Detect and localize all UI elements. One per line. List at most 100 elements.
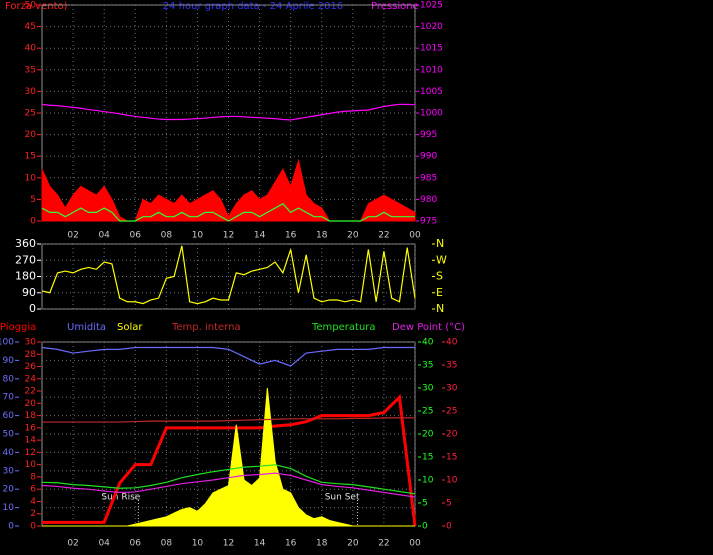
x-tick-label: 16 <box>285 539 297 549</box>
y-tick-label: 25 <box>446 407 457 417</box>
x-tick-label: 04 <box>98 231 110 241</box>
y-tick-label: 1015 <box>420 44 443 54</box>
x-tick-label: 02 <box>67 231 78 241</box>
y-tick-label: 25 <box>422 407 433 417</box>
y-tick-label: 14 <box>25 436 37 446</box>
legend-label: Temperatura <box>311 322 376 333</box>
x-tick-label: 16 <box>285 231 297 241</box>
y-tick-label: 5 <box>422 499 428 509</box>
y-tick-label: N <box>436 302 444 315</box>
line <box>41 103 416 121</box>
y-tick-label: 1020 <box>420 22 443 32</box>
y-tick-label: 22 <box>25 387 36 397</box>
y-tick-label: N <box>436 237 444 250</box>
y-tick-label: 1005 <box>420 87 443 97</box>
x-tick-label: 04 <box>98 539 110 549</box>
x-tick-label: 02 <box>67 539 78 549</box>
y-tick-label: 10 <box>446 476 458 486</box>
x-tick-label: 14 <box>254 231 266 241</box>
x-tick-label: 20 <box>347 231 359 241</box>
legend-label: Pioggia <box>0 322 36 333</box>
y-tick-label: 80 <box>3 374 15 384</box>
legend-label: Solar <box>117 322 143 333</box>
y-tick-label: 70 <box>3 393 15 403</box>
x-tick-label: 10 <box>192 231 204 241</box>
y-tick-label: 10 <box>25 460 37 470</box>
y-tick-label: 90 <box>3 356 15 366</box>
line <box>42 417 415 423</box>
axis-label: Pressione <box>371 1 419 12</box>
x-tick-label: 22 <box>378 231 389 241</box>
y-tick-label: 20 <box>3 485 15 495</box>
y-tick-label: 12 <box>25 448 36 458</box>
annotation-label: Sun Rise <box>101 493 140 503</box>
chart-title: 24 hour graph data - 24 Aprile 2016 <box>163 1 343 12</box>
y-tick-label: 24 <box>25 374 37 384</box>
y-tick-label: 35 <box>446 361 457 371</box>
y-tick-label: 35 <box>25 65 36 75</box>
y-tick-label: 30 <box>446 384 458 394</box>
line <box>41 202 415 222</box>
x-tick-label: 10 <box>192 539 204 549</box>
y-tick-label: 980 <box>420 195 437 205</box>
y-tick-label: 20 <box>422 430 434 440</box>
area <box>41 158 416 222</box>
x-tick-label: 08 <box>161 539 173 549</box>
y-tick-label: 6 <box>30 485 36 495</box>
x-tick-label: 18 <box>316 231 328 241</box>
y-tick-label: 995 <box>420 130 437 140</box>
y-tick-label: 985 <box>420 173 437 183</box>
y-tick-label: 26 <box>25 362 37 372</box>
y-tick-label: 40 <box>422 338 434 348</box>
y-tick-label: 30 <box>25 338 37 348</box>
y-tick-label: 60 <box>3 411 15 421</box>
y-tick-label: 10 <box>25 173 37 183</box>
y-tick-label: 0 <box>422 522 428 532</box>
x-tick-label: 22 <box>378 539 389 549</box>
legend-label: Dew Point (°C) <box>392 322 465 333</box>
y-tick-label: 30 <box>3 466 15 476</box>
y-tick-label: 25 <box>25 109 36 119</box>
y-tick-label: 20 <box>446 430 458 440</box>
annotation-label: Sun Set <box>325 493 360 503</box>
x-tick-label: 14 <box>254 539 266 549</box>
x-tick-label: 12 <box>223 539 234 549</box>
y-tick-label: 180 <box>15 270 36 283</box>
y-tick-label: 4 <box>30 497 36 507</box>
y-tick-label: 40 <box>25 44 37 54</box>
line <box>41 245 416 305</box>
y-tick-label: 2 <box>30 509 36 519</box>
legend-label: Temp. interna <box>171 322 241 333</box>
line <box>41 346 415 367</box>
y-tick-label: 15 <box>422 453 433 463</box>
y-tick-label: 1000 <box>420 109 443 119</box>
y-tick-label: 50 <box>3 430 15 440</box>
y-tick-label: 45 <box>25 22 36 32</box>
y-tick-label: 90 <box>22 286 36 299</box>
y-tick-label: 40 <box>446 338 458 348</box>
y-tick-label: 0 <box>446 522 452 532</box>
y-tick-label: 100 <box>0 338 14 348</box>
y-tick-label: 10 <box>3 503 15 513</box>
y-tick-label: 18 <box>25 411 37 421</box>
x-tick-label: 08 <box>161 231 173 241</box>
y-tick-label: 5 <box>446 499 452 509</box>
y-tick-label: 35 <box>422 361 433 371</box>
axis-label: Forza vento) <box>5 1 68 12</box>
y-tick-label: 15 <box>446 453 457 463</box>
y-tick-label: 20 <box>25 130 37 140</box>
y-tick-label: 0 <box>30 522 36 532</box>
y-tick-label: 270 <box>15 253 36 266</box>
y-tick-label: E <box>436 286 443 299</box>
y-tick-label: 360 <box>15 237 36 250</box>
y-tick-label: 15 <box>25 152 36 162</box>
legend-label: Umidita <box>67 322 106 333</box>
y-tick-label: 975 <box>420 217 437 227</box>
y-tick-label: 0 <box>8 522 14 532</box>
line <box>42 393 417 527</box>
y-tick-label: 0 <box>30 217 36 227</box>
y-tick-label: W <box>436 253 447 266</box>
x-tick-label: 06 <box>130 539 142 549</box>
area <box>42 387 415 527</box>
